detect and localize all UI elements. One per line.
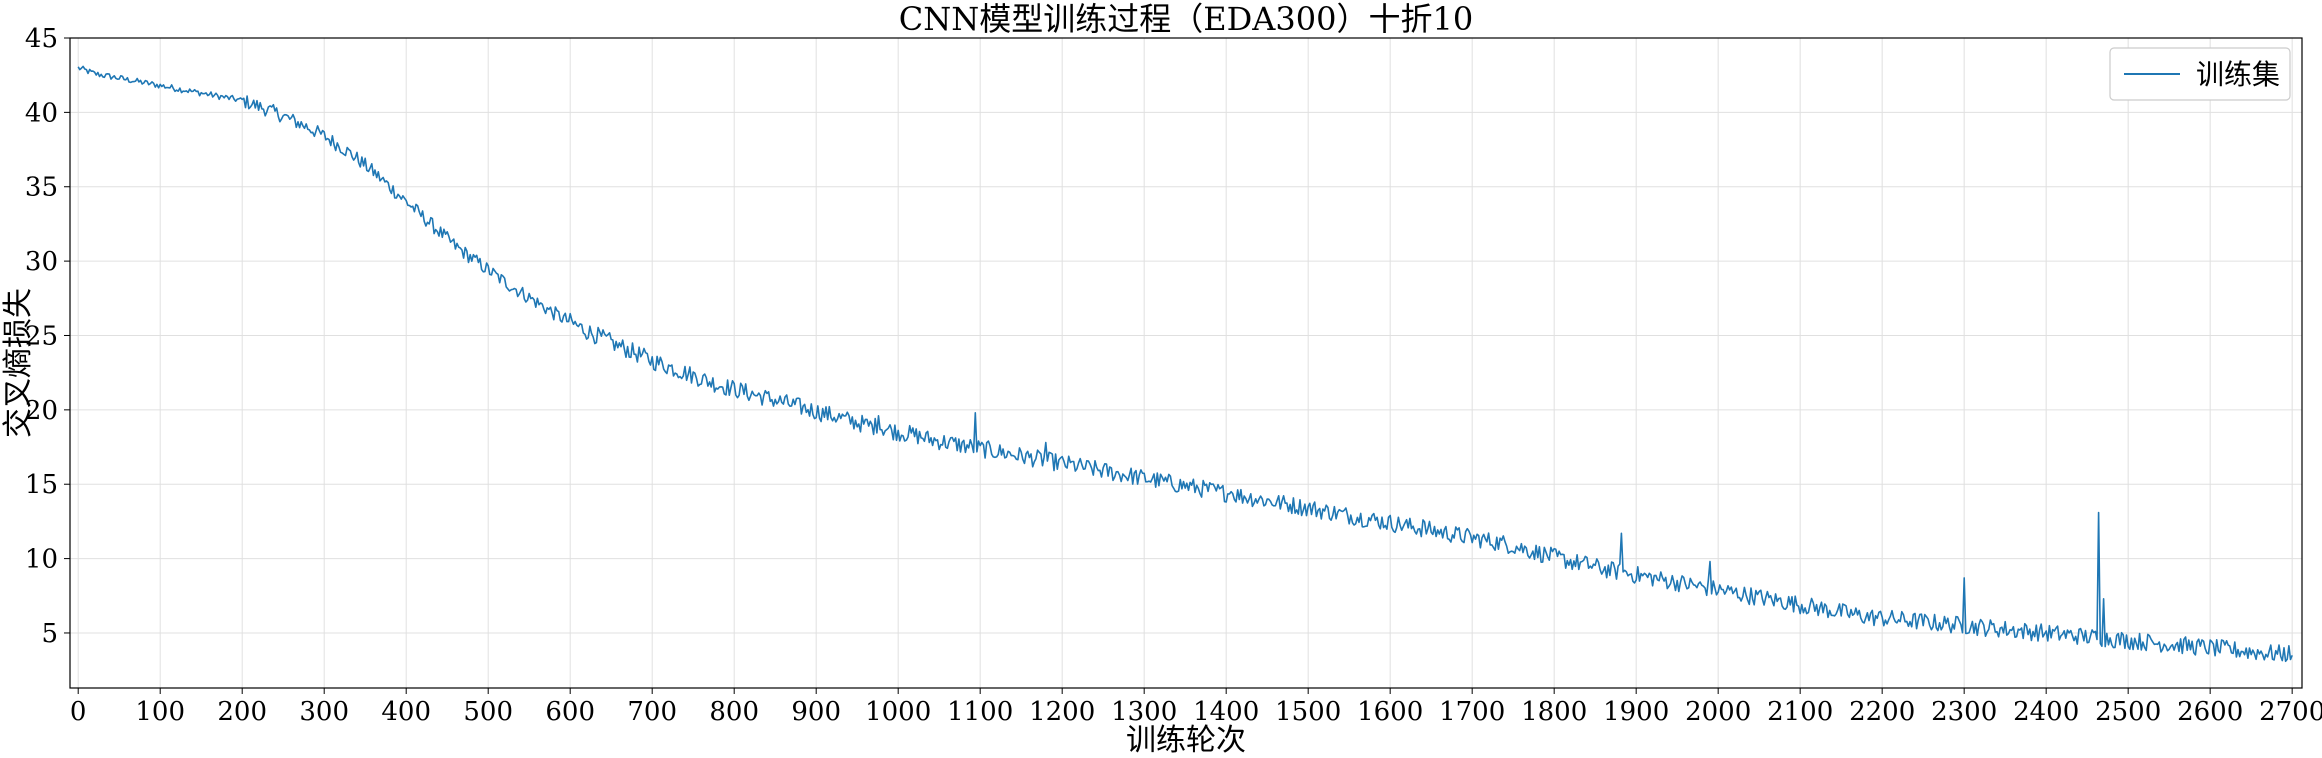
- x-tick-label: 1900: [1603, 697, 1669, 727]
- x-tick-label: 1600: [1357, 697, 1423, 727]
- x-tick-label: 2000: [1685, 697, 1751, 727]
- x-tick-label: 1700: [1439, 697, 1505, 727]
- x-tick-label: 900: [791, 697, 841, 727]
- y-tick-label: 35: [25, 173, 58, 203]
- x-tick-label: 2700: [2259, 697, 2322, 727]
- legend-box: [2109, 47, 2291, 101]
- x-tick-label: 400: [381, 697, 431, 727]
- x-tick-label: 2500: [2095, 697, 2161, 727]
- y-axis-label: 交叉熵损失: [1, 288, 36, 438]
- y-tick-label: 25: [25, 321, 58, 351]
- series-layer: [77, 65, 2293, 663]
- x-tick-label: 600: [545, 697, 595, 727]
- x-tick-label: 0: [70, 697, 87, 727]
- legend-label-train: 训练集: [2196, 58, 2280, 91]
- x-tick-label: 2200: [1849, 697, 1915, 727]
- x-tick-label: 2400: [2013, 697, 2079, 727]
- y-tick-label: 15: [25, 470, 58, 500]
- y-tick-label: 30: [25, 247, 58, 277]
- y-tick-label: 10: [25, 545, 58, 575]
- x-tick-label: 700: [627, 697, 677, 727]
- x-tick-label: 1200: [1029, 697, 1095, 727]
- plot-frame: [69, 37, 2303, 689]
- x-tick-label: 1300: [1111, 697, 1177, 727]
- series-line-train: [77, 65, 2293, 663]
- y-tick-label: 40: [25, 98, 58, 128]
- x-tick-label: 1100: [947, 697, 1013, 727]
- x-tick-label: 300: [299, 697, 349, 727]
- y-tick-label: 20: [25, 396, 58, 426]
- chart-title: CNN模型训练过程（EDA300）十折10: [899, 0, 1473, 38]
- x-tick-label: 2600: [2177, 697, 2243, 727]
- legend: 训练集: [2109, 47, 2291, 101]
- x-tick-label: 500: [463, 697, 513, 727]
- y-tick-label: 45: [25, 24, 58, 54]
- x-axis-label: 训练轮次: [1126, 723, 1246, 758]
- x-tick-label: 1500: [1275, 697, 1341, 727]
- x-tick-label: 800: [709, 697, 759, 727]
- x-tick-label: 1800: [1521, 697, 1587, 727]
- x-tick-label: 1000: [865, 697, 931, 727]
- x-tick-label: 100: [135, 697, 185, 727]
- y-tick-label: 5: [41, 619, 58, 649]
- x-tick-label: 1400: [1193, 697, 1259, 727]
- x-tick-label: 200: [217, 697, 267, 727]
- x-tick-label: 2100: [1767, 697, 1833, 727]
- ticks: 0 100 200 300 400 500 600 700 800 900 1000 1100 1200…: [25, 24, 2322, 727]
- x-tick-label: 2300: [1931, 697, 1997, 727]
